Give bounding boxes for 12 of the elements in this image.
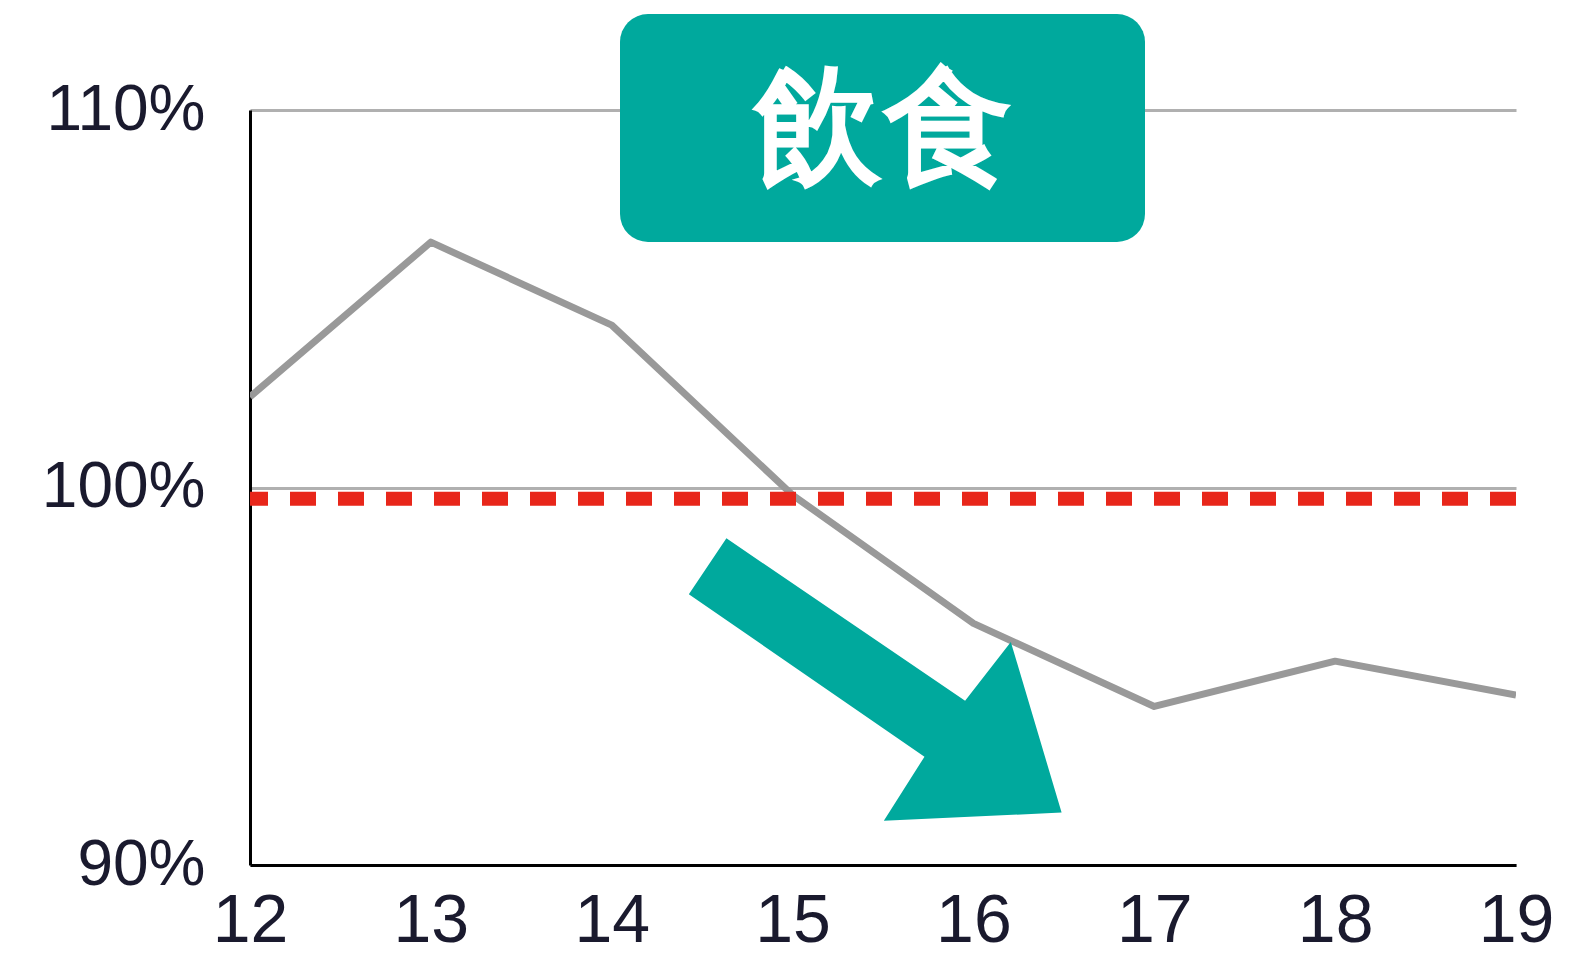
x-tick-label: 19 xyxy=(1478,879,1555,956)
x-tick-label: 18 xyxy=(1297,879,1374,956)
x-tick-label: 12 xyxy=(212,879,289,956)
x-tick-label: 14 xyxy=(574,879,651,956)
y-tick-label: 100% xyxy=(41,449,206,521)
chart-title: 飲食 xyxy=(620,14,1145,242)
x-tick-label: 15 xyxy=(755,879,831,956)
y-tick-label: 90% xyxy=(77,826,206,899)
x-tick-label: 17 xyxy=(1116,879,1193,956)
y-tick-label: 110% xyxy=(46,71,206,144)
x-tick-label: 13 xyxy=(393,879,470,956)
x-tick-label: 16 xyxy=(936,879,1012,956)
